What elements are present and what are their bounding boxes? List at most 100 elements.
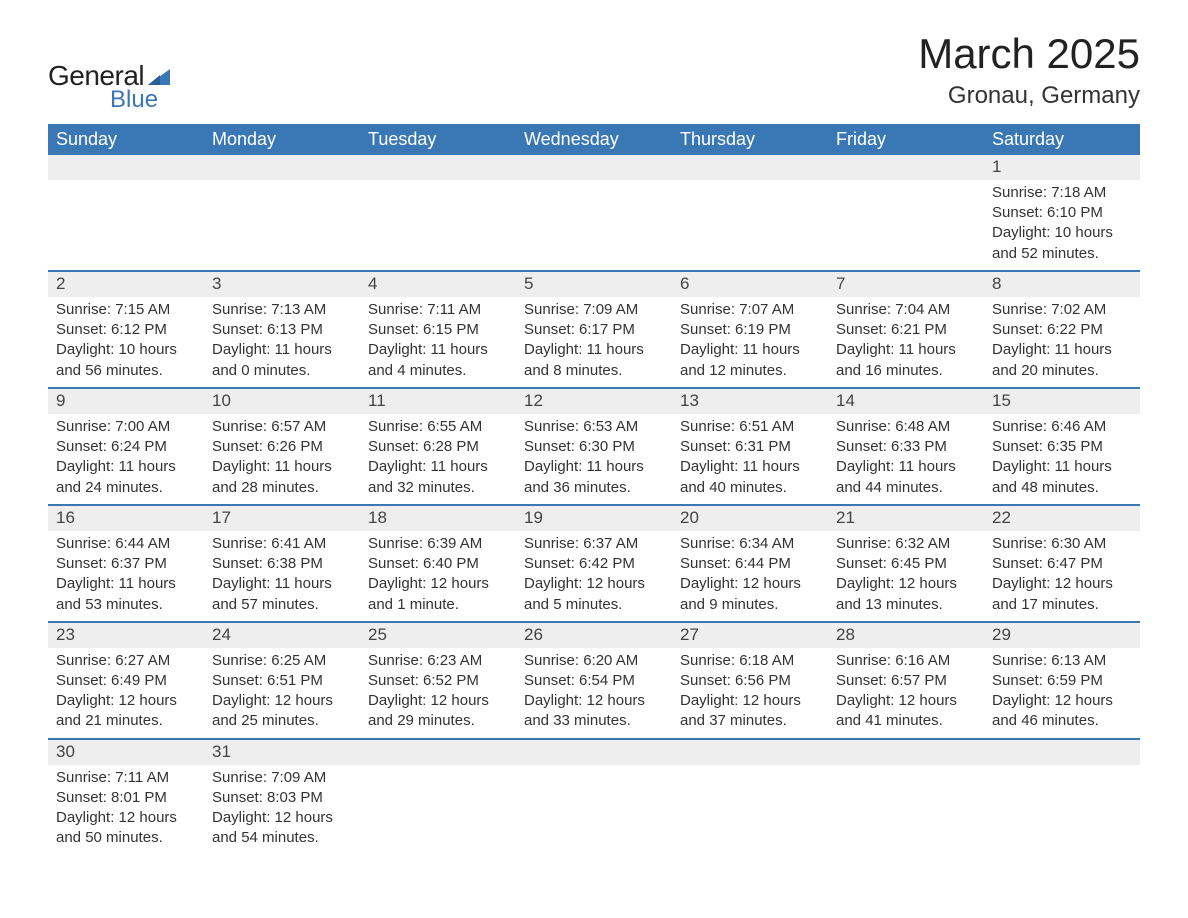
weekday-header: Tuesday (360, 124, 516, 155)
day-number-cell (360, 155, 516, 180)
day-number-cell: 8 (984, 271, 1140, 297)
day-number-cell (516, 155, 672, 180)
day-number-cell: 17 (204, 505, 360, 531)
day-number-cell: 5 (516, 271, 672, 297)
daylight-line: and 25 minutes. (212, 711, 352, 731)
day-number-cell: 10 (204, 388, 360, 414)
day-number-cell (516, 739, 672, 765)
sunset-line: Sunset: 6:37 PM (56, 554, 196, 574)
day-detail-cell: Sunrise: 6:37 AMSunset: 6:42 PMDaylight:… (516, 531, 672, 622)
page-header: General Blue March 2025 Gronau, Germany (48, 30, 1140, 114)
sunrise-line: Sunrise: 7:15 AM (56, 300, 196, 320)
daylight-line: Daylight: 10 hours (992, 223, 1132, 243)
sunrise-line: Sunrise: 7:07 AM (680, 300, 820, 320)
day-number-cell: 27 (672, 622, 828, 648)
daylight-line: and 9 minutes. (680, 595, 820, 615)
sunset-line: Sunset: 6:22 PM (992, 320, 1132, 340)
day-number-cell: 21 (828, 505, 984, 531)
daylight-line: Daylight: 12 hours (524, 574, 664, 594)
day-detail-cell: Sunrise: 6:39 AMSunset: 6:40 PMDaylight:… (360, 531, 516, 622)
day-number-row: 3031 (48, 739, 1140, 765)
sunset-line: Sunset: 6:12 PM (56, 320, 196, 340)
day-number-cell: 26 (516, 622, 672, 648)
daylight-line: Daylight: 12 hours (680, 574, 820, 594)
sunrise-line: Sunrise: 6:20 AM (524, 651, 664, 671)
sunset-line: Sunset: 6:26 PM (212, 437, 352, 457)
daylight-line: Daylight: 11 hours (836, 340, 976, 360)
day-detail-cell: Sunrise: 7:09 AMSunset: 6:17 PMDaylight:… (516, 297, 672, 388)
sunset-line: Sunset: 6:15 PM (368, 320, 508, 340)
sunset-line: Sunset: 6:40 PM (368, 554, 508, 574)
day-detail-cell: Sunrise: 6:44 AMSunset: 6:37 PMDaylight:… (48, 531, 204, 622)
day-body-row: Sunrise: 6:27 AMSunset: 6:49 PMDaylight:… (48, 648, 1140, 739)
daylight-line: and 12 minutes. (680, 361, 820, 381)
day-detail-cell: Sunrise: 6:53 AMSunset: 6:30 PMDaylight:… (516, 414, 672, 505)
daylight-line: Daylight: 11 hours (992, 457, 1132, 477)
day-detail-cell: Sunrise: 7:00 AMSunset: 6:24 PMDaylight:… (48, 414, 204, 505)
sunrise-line: Sunrise: 6:30 AM (992, 534, 1132, 554)
day-detail-cell: Sunrise: 6:18 AMSunset: 6:56 PMDaylight:… (672, 648, 828, 739)
day-number-cell: 16 (48, 505, 204, 531)
daylight-line: and 48 minutes. (992, 478, 1132, 498)
sunset-line: Sunset: 6:28 PM (368, 437, 508, 457)
daylight-line: and 21 minutes. (56, 711, 196, 731)
daylight-line: and 13 minutes. (836, 595, 976, 615)
sunrise-line: Sunrise: 6:41 AM (212, 534, 352, 554)
daylight-line: Daylight: 10 hours (56, 340, 196, 360)
day-detail-cell (360, 765, 516, 855)
day-body-row: Sunrise: 7:15 AMSunset: 6:12 PMDaylight:… (48, 297, 1140, 388)
day-detail-cell: Sunrise: 7:13 AMSunset: 6:13 PMDaylight:… (204, 297, 360, 388)
day-detail-cell: Sunrise: 7:18 AMSunset: 6:10 PMDaylight:… (984, 180, 1140, 271)
sunrise-line: Sunrise: 7:18 AM (992, 183, 1132, 203)
daylight-line: Daylight: 12 hours (56, 691, 196, 711)
sunset-line: Sunset: 8:01 PM (56, 788, 196, 808)
daylight-line: and 4 minutes. (368, 361, 508, 381)
day-number-row: 9101112131415 (48, 388, 1140, 414)
sunset-line: Sunset: 6:35 PM (992, 437, 1132, 457)
day-number-row: 23242526272829 (48, 622, 1140, 648)
day-detail-cell: Sunrise: 7:09 AMSunset: 8:03 PMDaylight:… (204, 765, 360, 855)
day-detail-cell: Sunrise: 6:16 AMSunset: 6:57 PMDaylight:… (828, 648, 984, 739)
daylight-line: and 24 minutes. (56, 478, 196, 498)
sunrise-line: Sunrise: 6:27 AM (56, 651, 196, 671)
sunrise-line: Sunrise: 6:51 AM (680, 417, 820, 437)
brand-logo: General Blue (48, 60, 170, 114)
daylight-line: and 36 minutes. (524, 478, 664, 498)
daylight-line: Daylight: 11 hours (212, 574, 352, 594)
day-number-row: 2345678 (48, 271, 1140, 297)
sunset-line: Sunset: 8:03 PM (212, 788, 352, 808)
daylight-line: and 50 minutes. (56, 828, 196, 848)
day-number-cell: 30 (48, 739, 204, 765)
daylight-line: and 29 minutes. (368, 711, 508, 731)
sunrise-line: Sunrise: 6:57 AM (212, 417, 352, 437)
day-detail-cell: Sunrise: 7:11 AMSunset: 8:01 PMDaylight:… (48, 765, 204, 855)
daylight-line: and 5 minutes. (524, 595, 664, 615)
sunset-line: Sunset: 6:44 PM (680, 554, 820, 574)
weekday-header: Friday (828, 124, 984, 155)
sunrise-line: Sunrise: 7:13 AM (212, 300, 352, 320)
sunset-line: Sunset: 6:52 PM (368, 671, 508, 691)
sunset-line: Sunset: 6:47 PM (992, 554, 1132, 574)
sunrise-line: Sunrise: 7:09 AM (212, 768, 352, 788)
day-number-cell: 7 (828, 271, 984, 297)
sunrise-line: Sunrise: 7:09 AM (524, 300, 664, 320)
daylight-line: and 37 minutes. (680, 711, 820, 731)
daylight-line: Daylight: 12 hours (368, 574, 508, 594)
sunset-line: Sunset: 6:19 PM (680, 320, 820, 340)
sunset-line: Sunset: 6:21 PM (836, 320, 976, 340)
day-detail-cell: Sunrise: 6:51 AMSunset: 6:31 PMDaylight:… (672, 414, 828, 505)
daylight-line: Daylight: 12 hours (212, 808, 352, 828)
location-label: Gronau, Germany (918, 82, 1140, 110)
sunrise-line: Sunrise: 7:11 AM (368, 300, 508, 320)
day-number-cell: 2 (48, 271, 204, 297)
day-number-cell: 24 (204, 622, 360, 648)
day-number-cell: 4 (360, 271, 516, 297)
day-number-cell: 14 (828, 388, 984, 414)
day-number-cell: 31 (204, 739, 360, 765)
day-number-cell (984, 739, 1140, 765)
day-number-cell: 3 (204, 271, 360, 297)
sunrise-line: Sunrise: 6:18 AM (680, 651, 820, 671)
day-detail-cell (672, 765, 828, 855)
daylight-line: Daylight: 12 hours (992, 691, 1132, 711)
day-detail-cell: Sunrise: 6:27 AMSunset: 6:49 PMDaylight:… (48, 648, 204, 739)
